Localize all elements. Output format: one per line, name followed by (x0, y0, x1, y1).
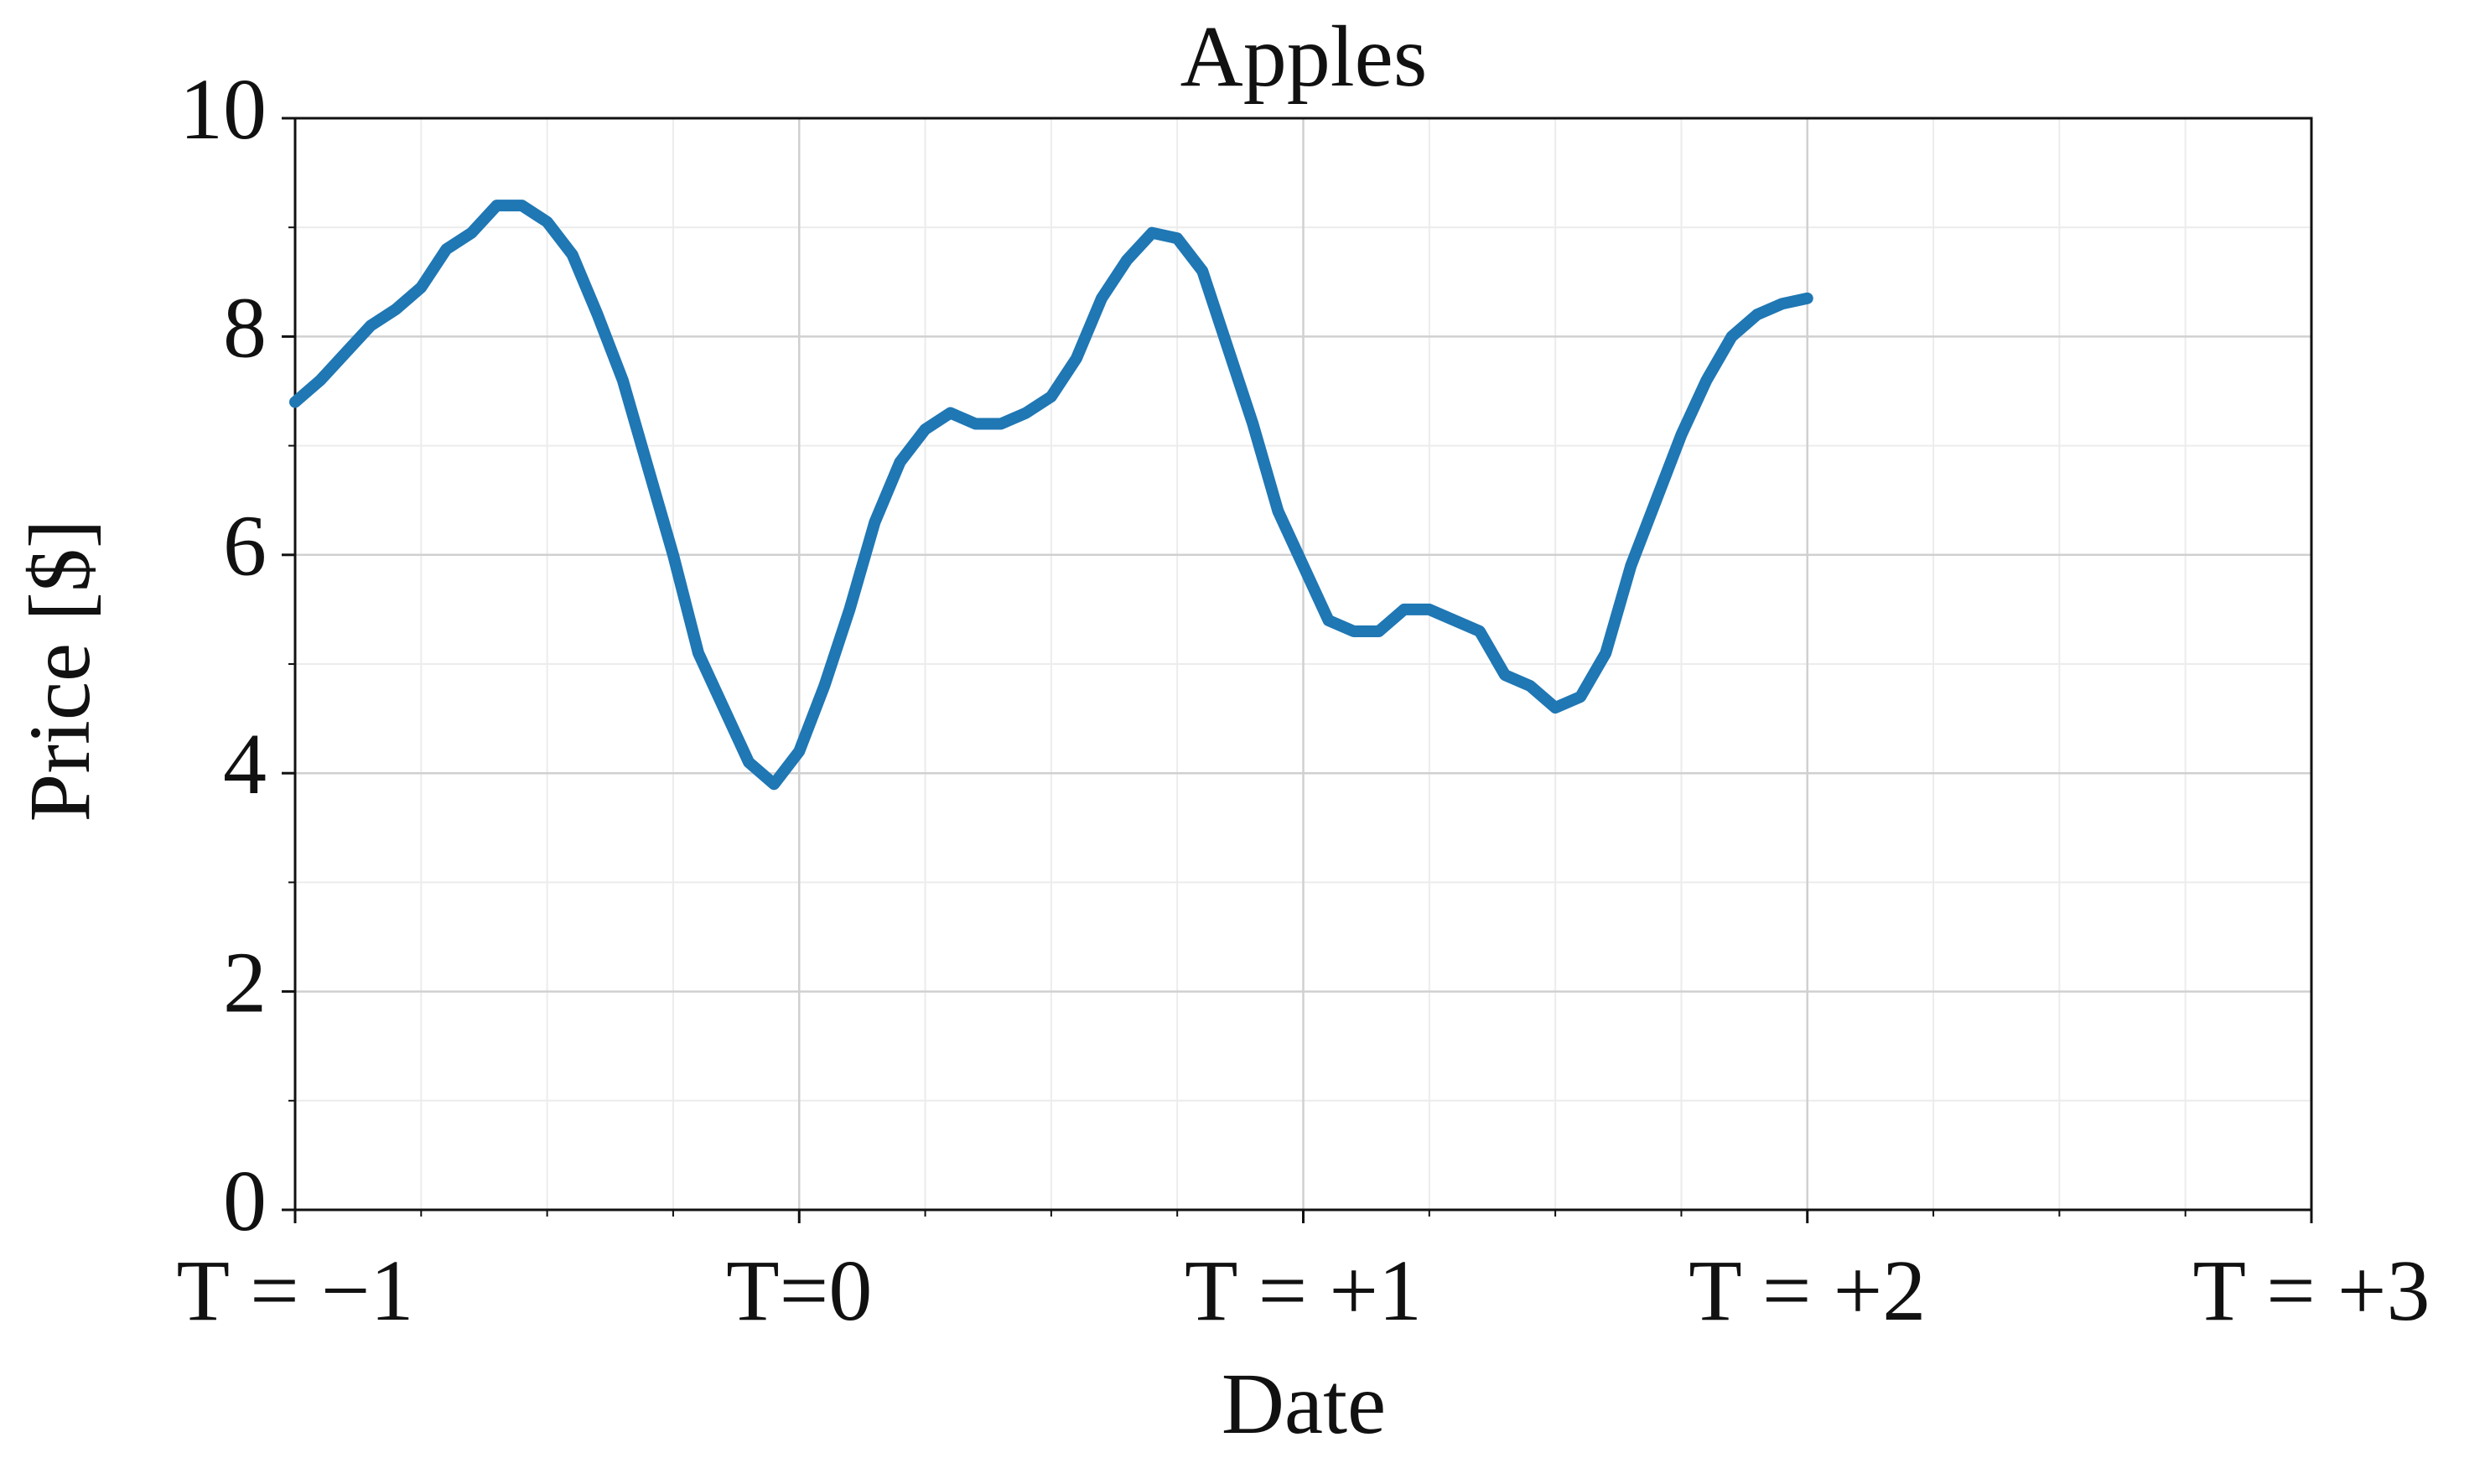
chart-title: Apples (1180, 8, 1428, 105)
x-tick-label: T = −1 (177, 1243, 414, 1339)
x-tick-label: T = +1 (1185, 1243, 1422, 1339)
x-tick-label: T = +3 (2193, 1243, 2430, 1339)
y-tick-label: 8 (223, 279, 267, 376)
data-line (289, 200, 1813, 791)
y-tick-label: 2 (223, 934, 267, 1030)
y-tick-label: 0 (223, 1153, 267, 1249)
y-axis-label: Price [$] (12, 520, 108, 822)
x-tick-label: T=0 (726, 1243, 872, 1339)
y-tick-label: 4 (223, 716, 267, 812)
y-tick-label: 10 (179, 61, 267, 158)
y-tick-label: 6 (223, 498, 267, 594)
plot-frame (293, 117, 2313, 1212)
x-axis-label: Date (1222, 1356, 1386, 1452)
x-tick-label: T = +2 (1689, 1243, 1926, 1339)
